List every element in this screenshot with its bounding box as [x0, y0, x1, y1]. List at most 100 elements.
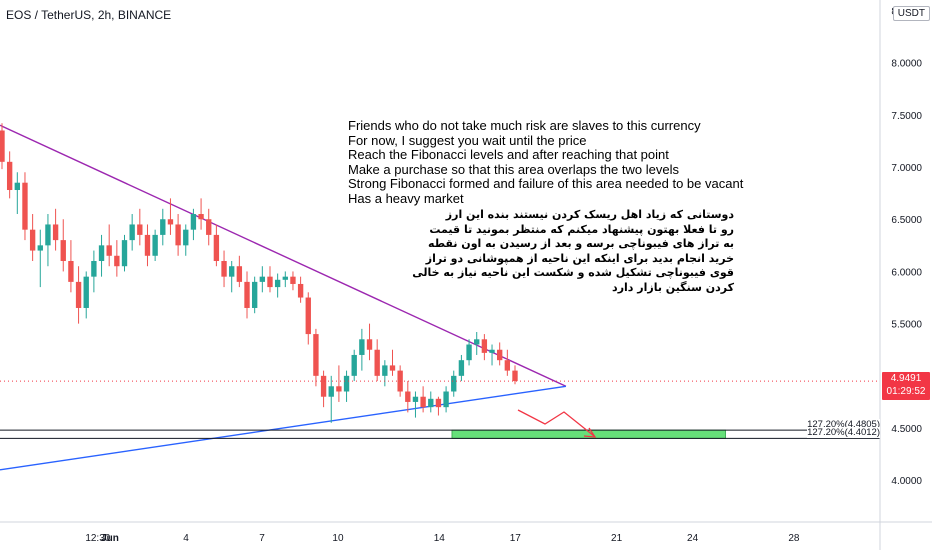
x-tick-label: 14 — [434, 533, 446, 544]
candle-body — [359, 339, 365, 355]
annotation-en-line: Has a heavy market — [348, 190, 464, 206]
candle-body — [489, 349, 495, 353]
candle-body — [512, 370, 518, 382]
candle-body — [167, 219, 174, 225]
candle-body — [83, 276, 89, 308]
candle-body — [37, 245, 43, 251]
forecast-path — [517, 409, 595, 437]
candle-body — [320, 375, 327, 397]
candle-body — [412, 396, 419, 402]
candle-body — [152, 234, 158, 256]
candle-body — [6, 161, 13, 191]
forecast-arrowhead — [583, 427, 597, 438]
annotation-persian: دوستانی که زیاد اهل ریسک کردن نیستند بند… — [412, 208, 734, 296]
candle-body — [451, 375, 457, 392]
candle-body — [22, 182, 28, 230]
candle-body — [481, 339, 488, 353]
bar-countdown: 01:29:52 — [886, 386, 926, 398]
x-tick-label: 17 — [510, 533, 522, 544]
annotation-en-line: Make a purchase so that this area overla… — [348, 161, 679, 177]
candle-body — [75, 281, 82, 308]
x-tick-label: 21 — [611, 533, 623, 544]
candle-body — [198, 214, 204, 220]
candle-body — [290, 276, 296, 284]
annotation-fa-line: خرید انجام بدید برای اینکه این ناحیه از … — [425, 251, 734, 265]
candle-body — [474, 339, 480, 345]
x-tick-label: 12:30 — [85, 533, 110, 544]
candle-body — [0, 130, 5, 162]
candle-body — [68, 261, 74, 282]
y-tick-label: 8.0000 — [891, 59, 922, 70]
last-price-tag[interactable]: 4.9491 01:29:52 — [882, 372, 930, 401]
fib-level-label: 127.20%(4.4012) — [807, 427, 880, 439]
last-price-value: 4.9491 — [890, 373, 922, 385]
y-tick-label: 6.5000 — [891, 215, 922, 226]
candle-body — [458, 360, 465, 376]
triangle-upper-line — [0, 124, 567, 387]
candle-body — [405, 391, 411, 402]
y-tick-label: 7.5000 — [891, 111, 922, 122]
candle-body — [443, 391, 449, 408]
y-tick-label: 4.5000 — [891, 424, 922, 435]
x-tick-label: 28 — [788, 533, 800, 544]
candle-body — [45, 224, 51, 246]
x-tick-label: 4 — [183, 533, 189, 544]
annotation-en-line: For now, I suggest you wait until the pr… — [348, 132, 587, 148]
x-tick-label: 10 — [332, 533, 344, 544]
x-tick-label: 24 — [687, 533, 699, 544]
fib-level-label: 127.20%(4.4805) — [807, 419, 880, 431]
forecast-arrow — [517, 409, 597, 438]
candle-body — [328, 386, 334, 397]
candle-body — [374, 349, 380, 376]
candle-body — [466, 344, 472, 361]
annotation-english: Friends who do not take much risk are sl… — [348, 118, 744, 207]
candle-body — [244, 281, 250, 308]
candle-body — [190, 214, 197, 230]
candle-body — [206, 219, 212, 235]
candle-body — [428, 398, 434, 408]
candle-body — [129, 224, 135, 241]
candle-body — [382, 365, 388, 376]
candle-body — [343, 375, 350, 392]
candle-body — [351, 354, 357, 376]
candle-body — [267, 276, 273, 288]
candle-body — [282, 276, 288, 280]
candle-body — [52, 224, 59, 241]
candle-body — [389, 365, 396, 371]
candle-body — [114, 255, 120, 267]
candle-body — [60, 240, 66, 261]
triangle-pattern — [0, 124, 567, 471]
currency-button[interactable]: USDT — [892, 6, 930, 21]
candle-body — [29, 229, 36, 251]
candle-body — [183, 229, 189, 246]
symbol-title[interactable]: EOS / TetherUS, 2h, BINANCE — [6, 8, 172, 22]
candle-body — [121, 240, 128, 267]
annotation-fa-line: به تراز های فیبوناچی برسه و بعد از رسیدن… — [428, 237, 734, 251]
candle-body — [229, 266, 235, 277]
candle-body — [504, 360, 511, 371]
candle-body — [137, 224, 143, 235]
x-tick-label: Jun — [101, 533, 119, 544]
annotation-en-line: Strong Fibonacci formed and failure of t… — [348, 176, 744, 192]
annotation-en-line: Reach the Fibonacci levels and after rea… — [348, 147, 669, 163]
candle-body — [14, 182, 20, 191]
annotation-fa-line: دوستانی که زیاد اهل ریسک کردن نیستند بند… — [445, 208, 734, 221]
target-zone-layer — [0, 429, 880, 439]
y-axis[interactable]: 4.00004.50005.00005.50006.00006.50007.00… — [879, 0, 922, 550]
candle-body — [435, 398, 442, 408]
candle-body — [366, 339, 373, 350]
annotation-fa-line: قوی فیبوناچی تشکیل شده و شکست این ناحیه … — [412, 266, 734, 280]
candles-layer — [0, 123, 880, 423]
annotation-fa-line: کردن سنگین بازار دارد — [612, 280, 734, 294]
candle-body — [91, 261, 97, 277]
candle-body — [144, 234, 151, 256]
candle-body — [98, 245, 105, 261]
y-tick-label: 4.0000 — [891, 476, 922, 487]
y-tick-label: 5.5000 — [891, 320, 922, 331]
candle-body — [497, 349, 503, 361]
candle-body — [259, 276, 266, 282]
x-tick-label: 7 — [259, 533, 265, 544]
annotation-en-line: Friends who do not take much risk are sl… — [348, 118, 701, 133]
